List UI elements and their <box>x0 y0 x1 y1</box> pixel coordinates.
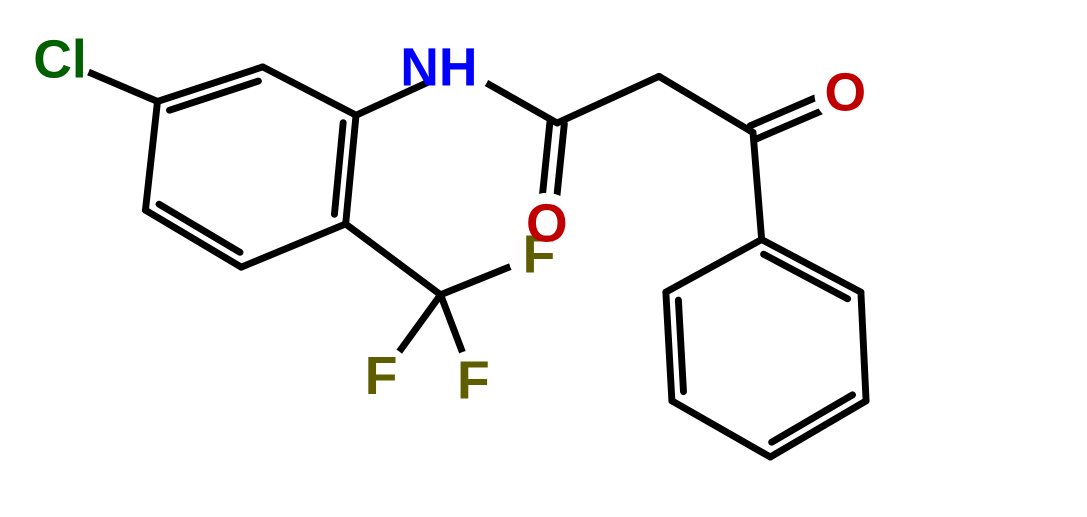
atom-label-cl: Cl <box>33 31 87 90</box>
atom-label-nh: NH <box>400 38 477 97</box>
atom-label-o1: O <box>526 194 568 253</box>
atom-label-o2: O <box>825 63 867 122</box>
atom-label-f3: F <box>457 352 490 411</box>
atom-label-f2: F <box>365 347 398 406</box>
molecule-diagram: ClFFFNHOO <box>0 0 1087 517</box>
